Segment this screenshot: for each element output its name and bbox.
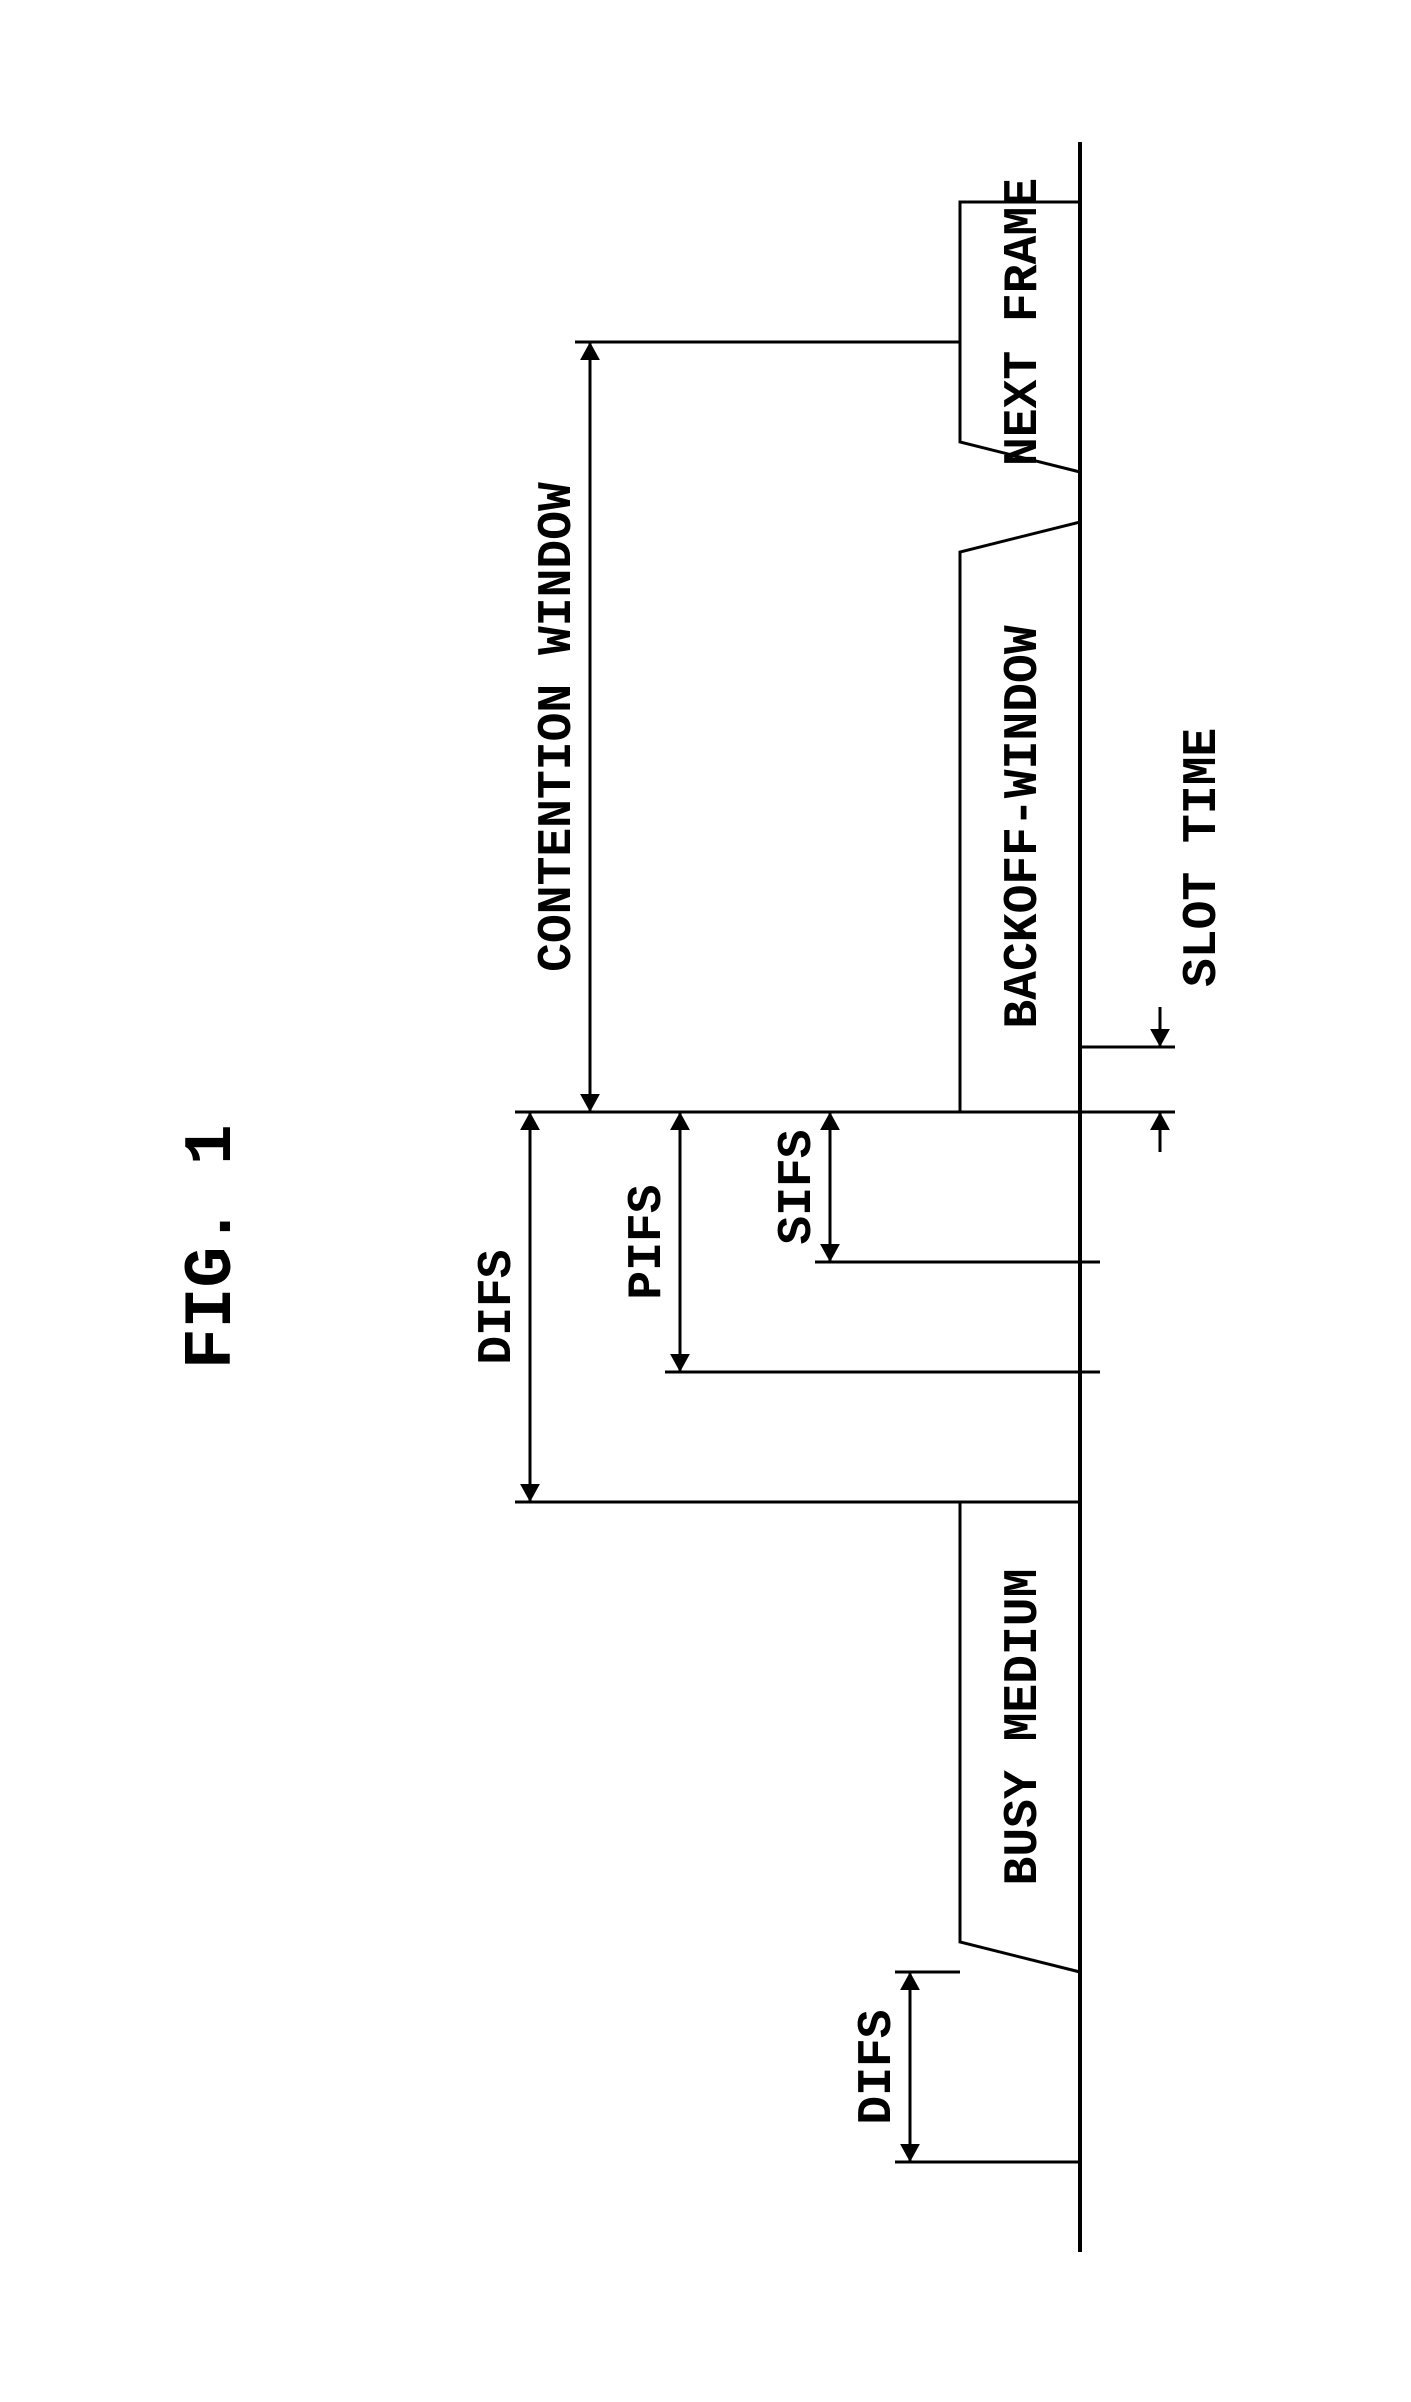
svg-text:DIFS: DIFS [471, 1249, 525, 1364]
svg-text:NEXT FRAME: NEXT FRAME [997, 178, 1051, 466]
svg-text:PIFS: PIFS [621, 1184, 675, 1299]
svg-text:FIG. 1: FIG. 1 [174, 1124, 251, 1369]
svg-text:SLOT TIME: SLOT TIME [1176, 728, 1230, 987]
svg-text:SIFS: SIFS [771, 1129, 825, 1244]
svg-text:BACKOFF-WINDOW: BACKOFF-WINDOW [997, 625, 1051, 1028]
svg-text:DIFS: DIFS [851, 2009, 905, 2124]
svg-text:CONTENTION WINDOW: CONTENTION WINDOW [531, 482, 585, 972]
svg-text:BUSY MEDIUM: BUSY MEDIUM [997, 1569, 1051, 1886]
